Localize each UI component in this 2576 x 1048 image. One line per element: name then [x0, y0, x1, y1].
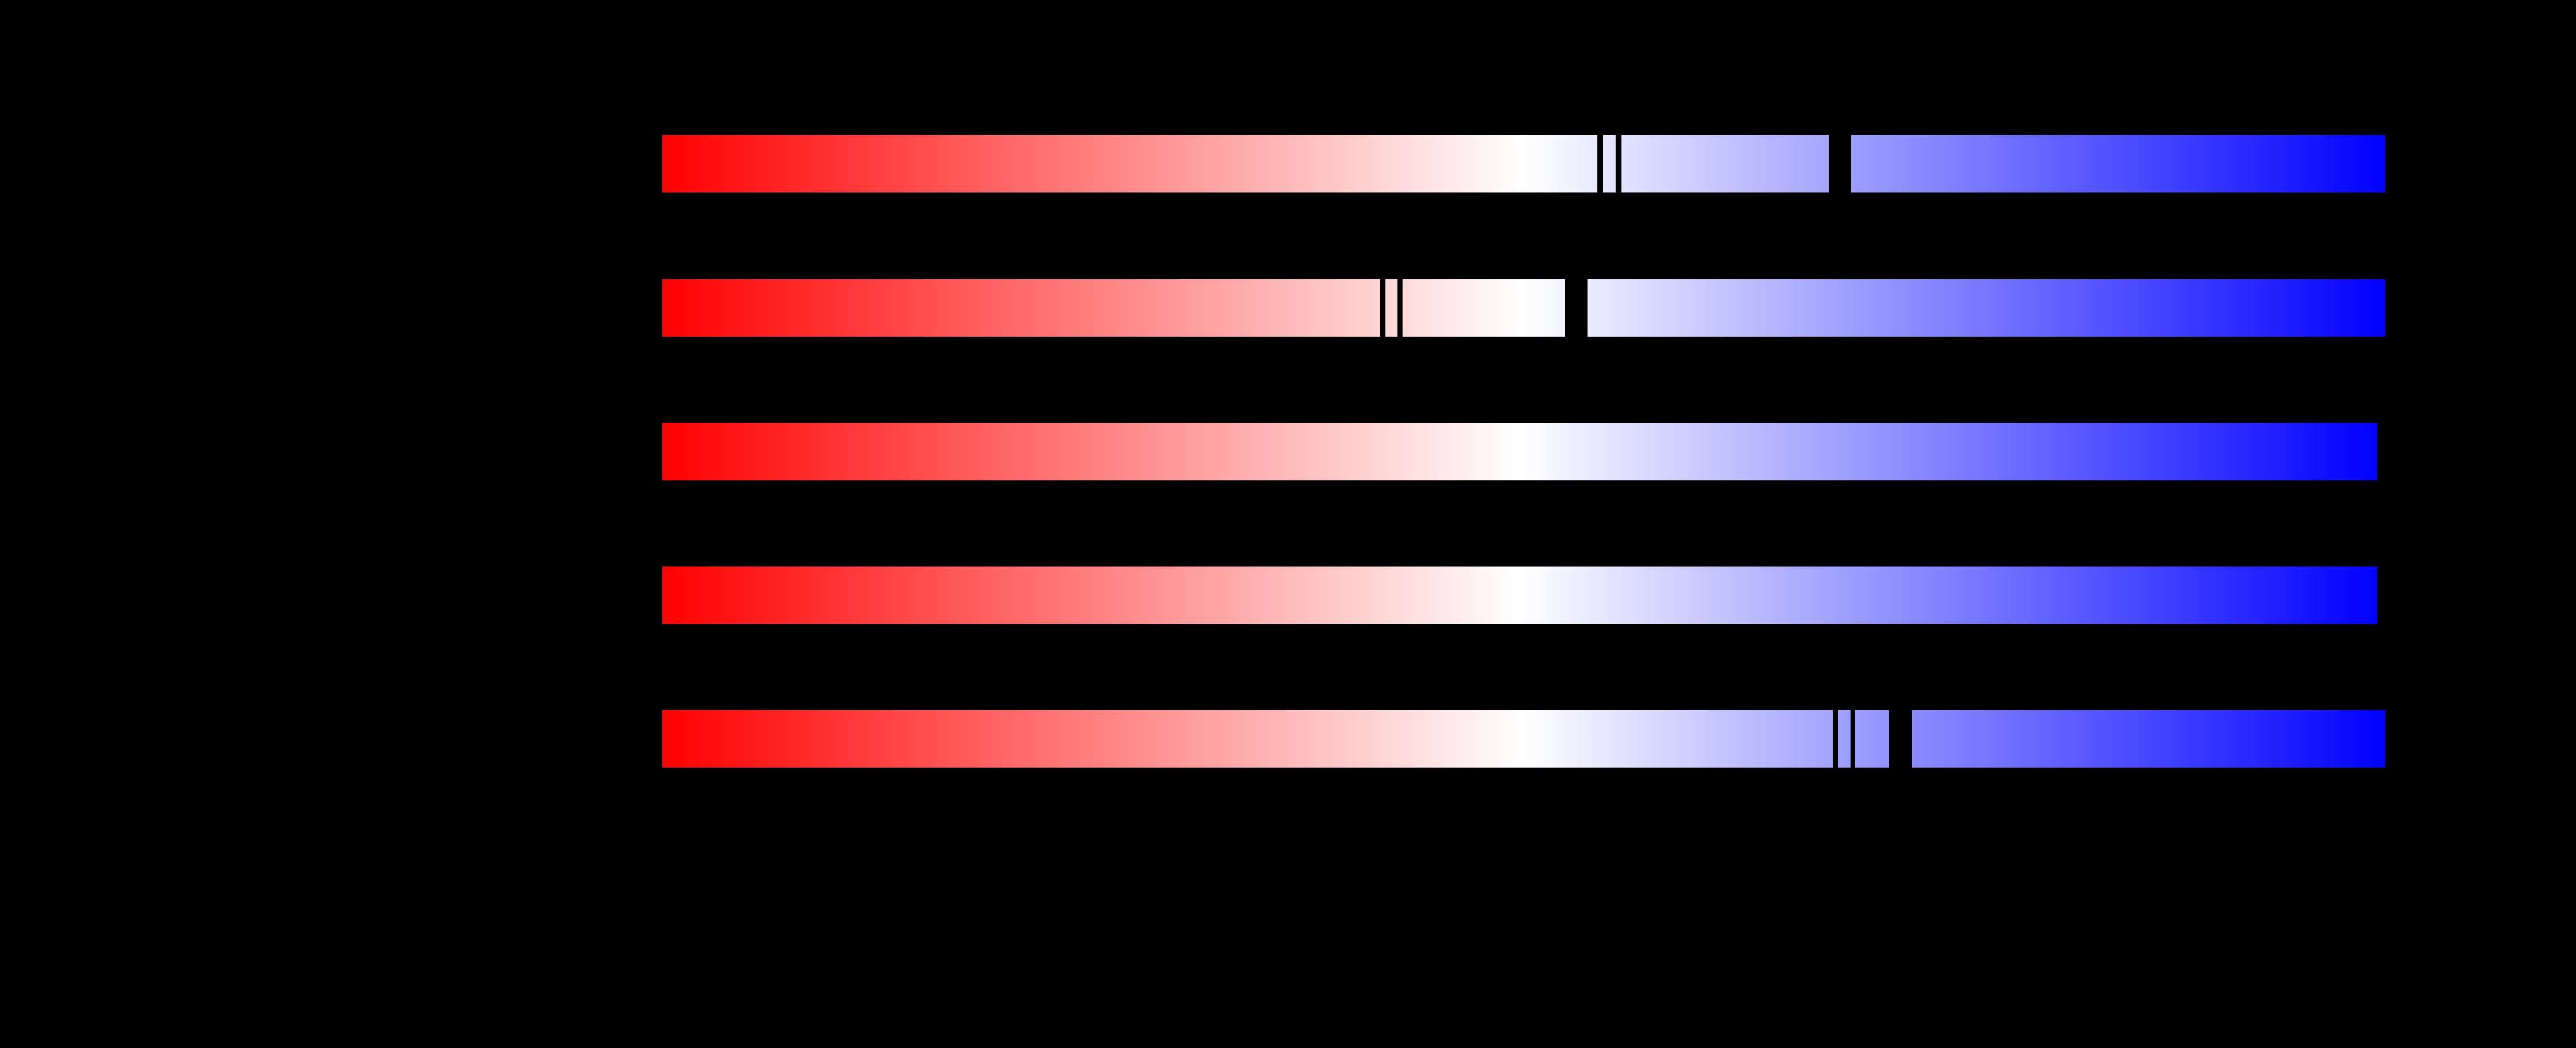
segment-gap [1889, 710, 1912, 768]
segment-gap [1380, 279, 1385, 337]
segment-gap [1597, 135, 1603, 192]
gradient-bar-track-5 [662, 710, 2385, 768]
gradient-bar-track-4 [662, 567, 2377, 624]
gradient-bar-track-2 [662, 279, 2385, 337]
segment-gap [1851, 710, 1855, 768]
segment-gap [1829, 135, 1851, 192]
segment-gap [1616, 135, 1621, 192]
gradient-bar-track-1 [662, 135, 2385, 192]
segment-gap [1565, 279, 1588, 337]
segment-gap [1833, 710, 1838, 768]
segment-gap [1397, 279, 1403, 337]
gradient-bar-track-3 [662, 423, 2377, 480]
